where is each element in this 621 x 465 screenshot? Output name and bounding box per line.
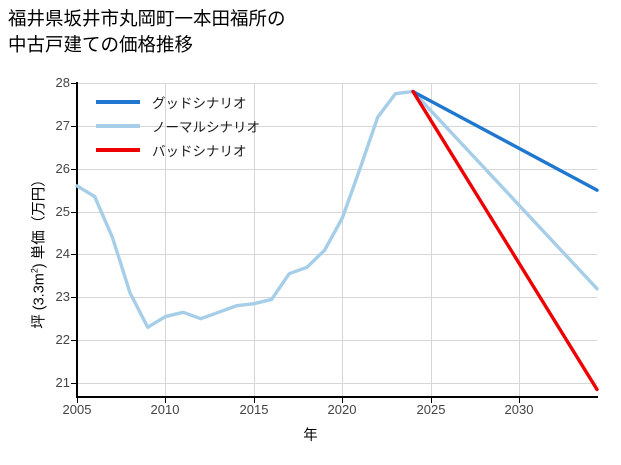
legend: グッドシナリオ ノーマルシナリオ バッドシナリオ [96,90,260,162]
legend-label: ノーマルシナリオ [152,120,260,135]
y-tick-mark [71,340,77,342]
x-tick-mark [519,397,520,403]
y-tick-label: 28 [55,75,70,90]
legend-item-0[interactable]: グッドシナリオ [96,90,260,114]
x-tick-label: 2025 [416,402,446,417]
y-tick-mark [71,125,77,127]
y-axis-label-sup: 2 [29,268,40,274]
legend-label: バッドシナリオ [152,144,247,159]
x-tick-label: 2010 [150,402,180,417]
y-tick-label: 24 [55,246,70,262]
x-tick-mark [77,397,78,403]
page-title: 福井県坂井市丸岡町一本田福所の 中古戸建ての価格推移 [8,8,286,55]
y-axis-label-suffix: ) 単価（万円） [31,172,48,269]
x-axis-label: 年 [303,428,318,444]
legend-label: グッドシナリオ [152,96,247,111]
y-axis-label: 坪 (3.3m2) 単価（万円） [28,101,49,401]
y-tick-mark [71,83,77,84]
y-tick-label: 26 [55,160,70,176]
legend-swatch-icon [96,124,140,128]
y-tick-label: 25 [55,203,70,219]
y-tick-mark [71,168,77,170]
x-tick-mark [254,397,255,403]
x-tick-label: 2005 [62,402,92,417]
gridline-horizontal [77,383,597,384]
legend-swatch-icon [96,100,140,104]
y-tick-label: 21 [55,375,70,390]
x-tick-label: 2020 [327,402,357,417]
y-tick-mark [71,211,77,213]
gridline-horizontal [77,340,597,342]
x-tick-mark [431,397,432,403]
y-tick-label: 23 [55,289,70,305]
y-tick-label: 22 [55,332,70,348]
gridline-vertical [431,83,432,397]
series-line-バッドシナリオ [411,89,599,392]
legend-swatch-icon [96,148,140,152]
x-axis-line [76,396,598,398]
gridline-vertical [342,83,343,397]
gridline-horizontal [77,83,597,84]
x-tick-mark [165,397,166,403]
x-tick-label: 2030 [504,402,534,417]
x-tick-mark [342,397,343,403]
x-tick-label: 2015 [239,402,269,417]
y-axis-label-prefix: 坪 (3.3m [31,273,48,329]
y-tick-mark [71,297,77,299]
y-tick-label: 27 [55,117,70,133]
y-tick-mark [71,254,77,256]
legend-item-2[interactable]: バッドシナリオ [96,138,260,162]
y-tick-mark [71,383,77,384]
legend-item-1[interactable]: ノーマルシナリオ [96,114,260,138]
y-axis-line [76,82,78,398]
gridline-vertical [519,83,520,397]
series-line-グッドシナリオ [411,89,599,192]
